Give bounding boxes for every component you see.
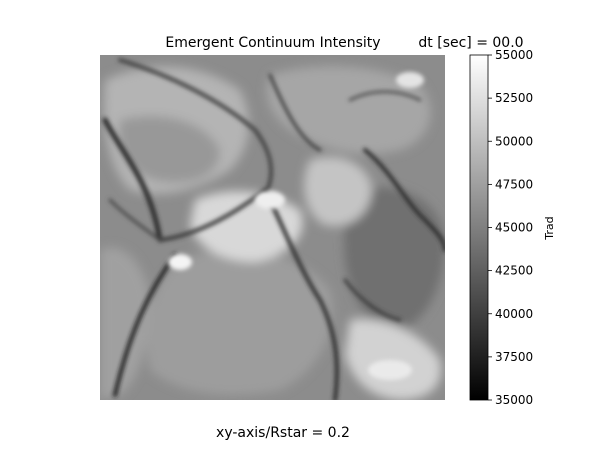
colorbar-tick-label: 55000 <box>495 48 533 62</box>
colorbar-tick-label: 45000 <box>495 221 533 235</box>
colorbar: 55000 52500 50000 47500 45000 42500 40000 37500… <box>469 48 556 407</box>
colorbar-label: Trad <box>543 216 556 240</box>
chart-title: Emergent Continuum Intensity <box>165 35 380 51</box>
colorbar-tick-label: 35000 <box>495 393 533 407</box>
colorbar-gradient <box>469 54 489 401</box>
colorbar-tick-label: 37500 <box>495 350 533 364</box>
colorbar-tick-label: 50000 <box>495 134 533 148</box>
x-axis-label: xy-axis/Rstar = 0.2 <box>216 425 350 441</box>
intensity-image <box>100 55 445 400</box>
colorbar-tick-label: 47500 <box>495 177 533 191</box>
colorbar-tick-label: 42500 <box>495 264 533 278</box>
colorbar-tick-label: 52500 <box>495 91 533 105</box>
colorbar-ticks: 55000 52500 50000 47500 45000 42500 40000 37500… <box>488 48 533 407</box>
time-label: dt [sec] = 00.0 <box>418 35 523 51</box>
colorbar-tick-label: 40000 <box>495 307 533 321</box>
